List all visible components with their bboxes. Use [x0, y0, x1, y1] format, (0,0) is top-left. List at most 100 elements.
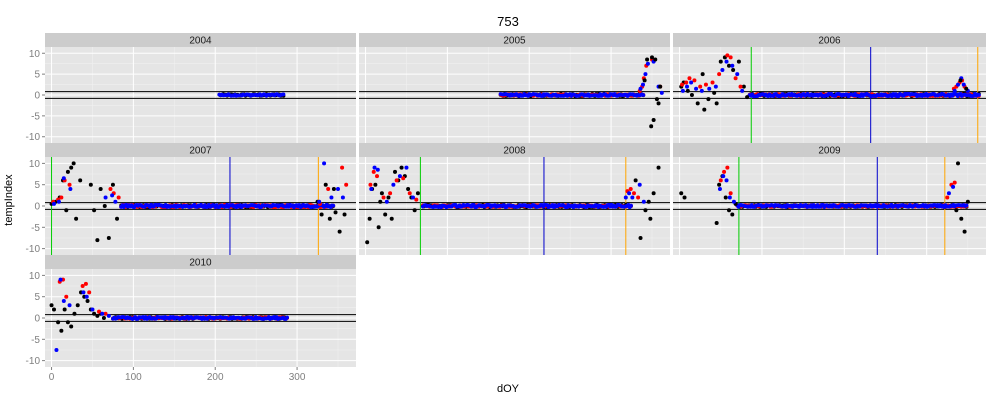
data-point-black — [102, 204, 107, 208]
strip-background — [359, 33, 670, 47]
data-point-blue — [411, 195, 416, 200]
data-point-blue — [100, 311, 105, 316]
data-point-red — [407, 191, 412, 196]
data-point-black — [731, 67, 736, 72]
data-point-blue — [735, 72, 740, 77]
y-tick-label: -10 — [26, 244, 41, 255]
data-point-black — [379, 191, 384, 196]
y-tick-label: -10 — [26, 132, 41, 143]
data-point-blue — [110, 193, 115, 198]
data-point-blue — [113, 199, 118, 204]
data-point-black — [658, 84, 663, 89]
data-point-black — [958, 78, 963, 83]
strip-label: 2005 — [503, 36, 526, 47]
data-point-blue — [645, 61, 650, 66]
data-point-blue — [643, 72, 648, 77]
y-tick-label: -5 — [31, 335, 40, 346]
data-point-red — [717, 72, 722, 77]
data-point-blue — [659, 90, 664, 95]
data-point-black — [656, 165, 661, 170]
data-point-black — [74, 216, 79, 221]
data-point-red — [103, 311, 108, 316]
strip-label: 2004 — [189, 36, 212, 47]
strip-background — [45, 255, 356, 269]
data-point-red — [722, 169, 727, 174]
data-point-black — [92, 311, 97, 316]
data-point-blue — [68, 186, 73, 191]
data-point-blue — [724, 59, 729, 64]
data-point-red — [710, 80, 715, 85]
data-point-red — [116, 195, 121, 200]
strip-background — [673, 143, 986, 157]
data-point-red — [692, 78, 697, 83]
strip-label: 2006 — [818, 36, 841, 47]
data-point-blue — [54, 347, 59, 352]
data-point-red — [67, 182, 72, 187]
data-point-blue — [281, 92, 286, 97]
data-point-black — [115, 216, 120, 221]
data-point-red — [97, 309, 102, 314]
data-point-blue — [331, 203, 336, 208]
data-point-black — [702, 107, 707, 112]
data-point-black — [337, 229, 342, 234]
data-point-blue — [720, 67, 725, 72]
data-point-red — [340, 165, 345, 170]
y-tick-label: -10 — [26, 356, 41, 367]
data-point-red — [394, 178, 399, 183]
data-point-black — [643, 208, 648, 213]
data-point-red — [952, 180, 957, 185]
data-point-blue — [685, 84, 690, 89]
strip-background — [359, 143, 670, 157]
data-point-black — [367, 216, 372, 221]
data-point-black — [649, 55, 654, 60]
facet-panel-2004: 2004 -10 -5 0 5 10 — [26, 33, 356, 143]
data-point-red — [636, 195, 641, 200]
data-point-black — [651, 118, 656, 123]
data-point-black — [718, 59, 723, 64]
data-point-black — [110, 182, 115, 187]
data-point-black — [323, 182, 328, 187]
data-point-black — [736, 59, 741, 64]
data-point-blue — [638, 86, 643, 91]
data-point-blue — [90, 307, 95, 312]
data-point-black — [649, 124, 654, 129]
data-point-black — [365, 240, 370, 245]
data-point-black — [642, 78, 647, 83]
data-point-blue — [56, 199, 61, 204]
data-point-black — [648, 216, 653, 221]
data-point-red — [108, 186, 113, 191]
data-point-black — [52, 307, 57, 312]
data-point-black — [75, 303, 80, 308]
facet-panel-2006: 2006 — [673, 33, 986, 143]
data-point-blue — [106, 313, 111, 318]
data-point-black — [49, 303, 54, 308]
data-point-black — [64, 208, 69, 213]
data-point-blue — [641, 93, 646, 97]
strip-background — [45, 33, 356, 47]
data-point-black — [954, 208, 959, 213]
x-axis-title: dOY — [497, 383, 520, 395]
data-point-blue — [285, 315, 289, 320]
strip-background — [45, 143, 356, 157]
data-point-blue — [329, 195, 334, 200]
data-point-red — [326, 186, 331, 191]
y-tick-label: 0 — [34, 314, 40, 325]
data-point-blue — [322, 161, 327, 166]
x-tick-label: 200 — [207, 372, 224, 383]
data-point-blue — [699, 88, 704, 93]
data-point-black — [386, 195, 391, 200]
data-point-black — [65, 320, 70, 325]
data-point-red — [401, 176, 406, 181]
data-point-blue — [717, 186, 722, 191]
data-point-black — [645, 57, 650, 62]
data-point-red — [381, 195, 386, 200]
data-point-black — [653, 57, 658, 62]
data-point-black — [56, 320, 61, 325]
data-point-black — [62, 307, 67, 312]
data-point-blue — [694, 86, 699, 91]
data-point-black — [72, 311, 77, 316]
data-point-black — [319, 212, 324, 217]
data-point-blue — [680, 88, 685, 93]
